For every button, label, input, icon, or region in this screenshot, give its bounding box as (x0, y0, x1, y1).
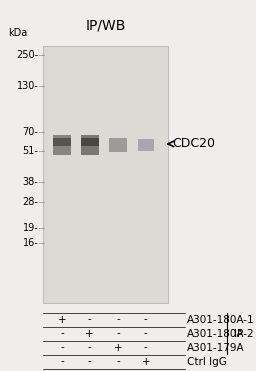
Text: A301-180A-1: A301-180A-1 (187, 315, 255, 325)
Text: 70-: 70- (23, 127, 38, 137)
FancyBboxPatch shape (81, 135, 99, 155)
Text: A301-180A-2: A301-180A-2 (187, 329, 255, 338)
Text: IP: IP (234, 329, 243, 338)
FancyBboxPatch shape (109, 138, 127, 152)
Text: +: + (85, 329, 94, 338)
Text: -: - (60, 329, 64, 338)
FancyBboxPatch shape (138, 139, 154, 151)
Text: -: - (88, 342, 91, 352)
Text: kDa: kDa (8, 28, 27, 38)
Text: -: - (144, 329, 148, 338)
Text: -: - (60, 342, 64, 352)
Text: 19-: 19- (23, 223, 38, 233)
Text: -: - (116, 357, 120, 367)
Text: +: + (114, 342, 122, 352)
Text: -: - (116, 329, 120, 338)
FancyBboxPatch shape (53, 135, 71, 155)
Text: 130-: 130- (16, 81, 38, 91)
Text: 38-: 38- (23, 177, 38, 187)
Text: IP/WB: IP/WB (86, 18, 126, 32)
FancyBboxPatch shape (53, 138, 71, 146)
Text: -: - (60, 357, 64, 367)
Text: 28-: 28- (23, 197, 38, 207)
Text: +: + (142, 357, 150, 367)
Text: -: - (144, 342, 148, 352)
FancyBboxPatch shape (81, 138, 99, 146)
Text: 51-: 51- (23, 145, 38, 155)
Text: A301-179A: A301-179A (187, 342, 245, 352)
Text: -: - (88, 357, 91, 367)
Text: +: + (58, 315, 66, 325)
Text: -: - (144, 315, 148, 325)
Text: 250-: 250- (16, 50, 38, 60)
FancyBboxPatch shape (43, 46, 168, 303)
Text: -: - (116, 315, 120, 325)
Text: CDC20: CDC20 (172, 137, 215, 150)
Text: Ctrl IgG: Ctrl IgG (187, 357, 227, 367)
Text: 16-: 16- (23, 237, 38, 247)
Text: -: - (88, 315, 91, 325)
